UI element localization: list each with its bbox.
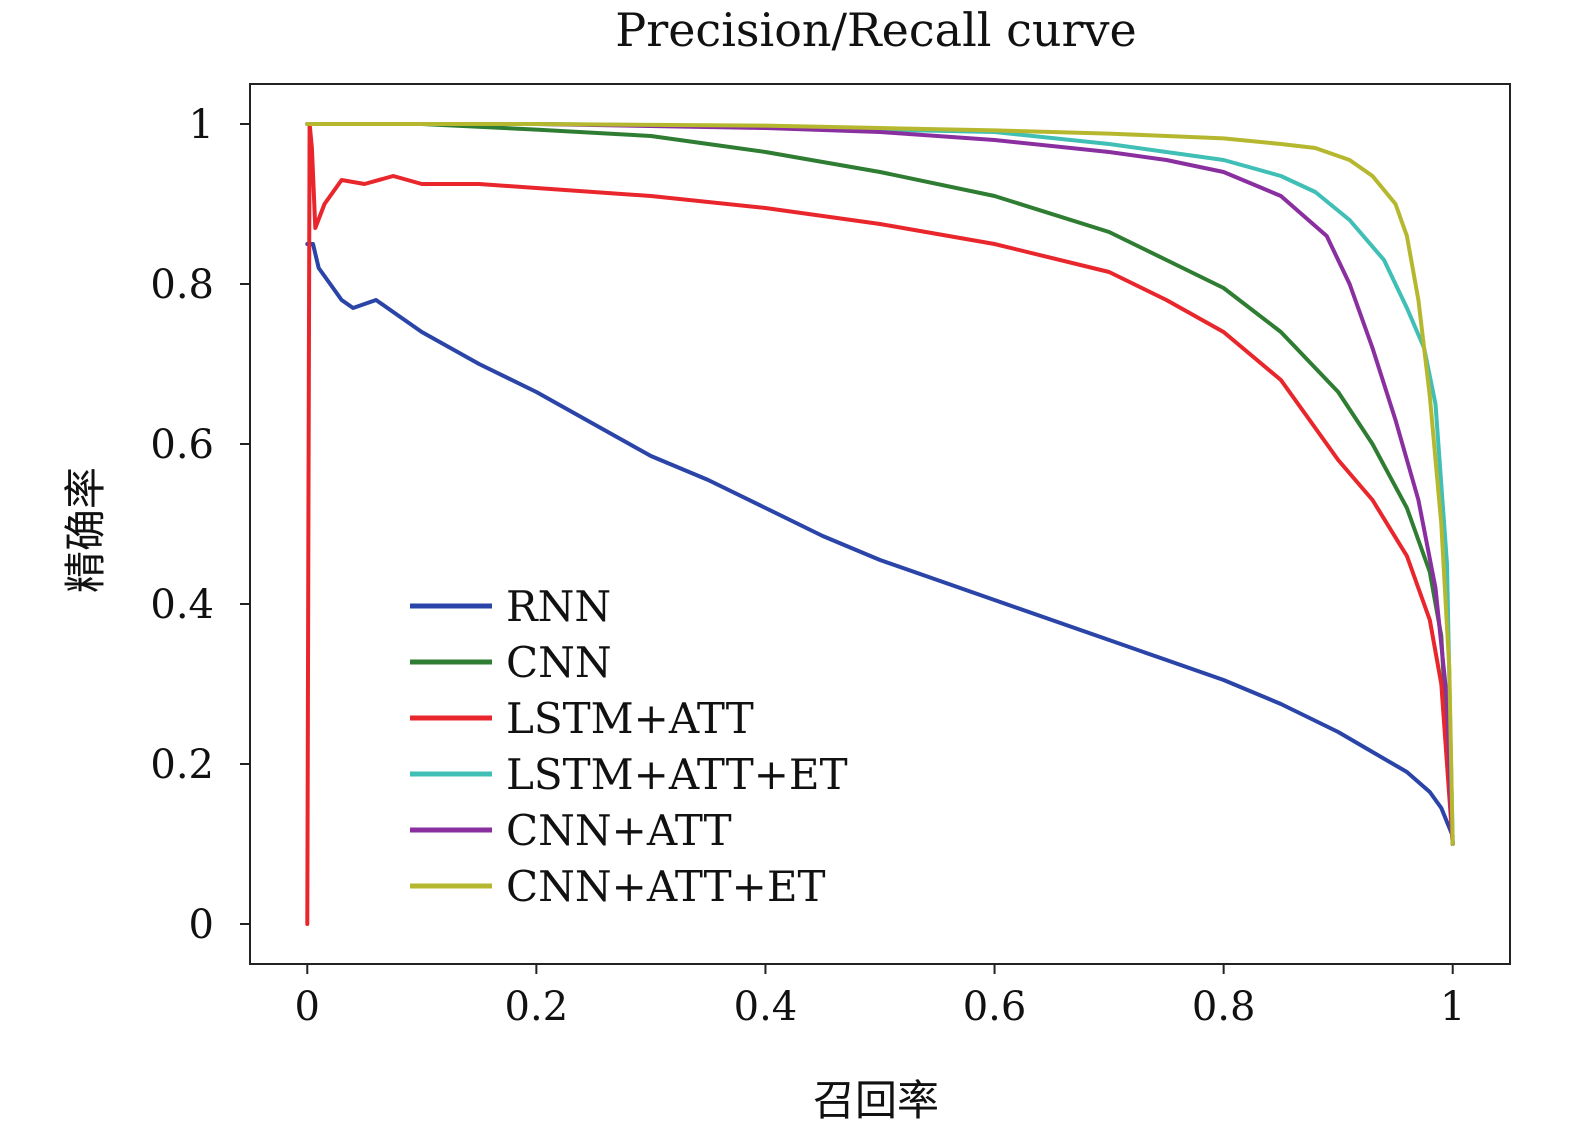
- x-axis-ticks: 0 0.2 0.4 0.6 0.8 1: [295, 964, 1465, 1030]
- legend: RNN CNN LSTM+ATT LSTM+ATT+ET CNN+ATT CNN+ATT+…: [410, 582, 848, 911]
- x-tick-label: 0.4: [734, 984, 798, 1030]
- legend-label-cnn-att-et: CNN+ATT+ET: [506, 862, 826, 911]
- legend-label-lstm-att: LSTM+ATT: [506, 694, 754, 743]
- y-tick-label: 0.2: [150, 742, 214, 788]
- series-lines: [305, 122, 1455, 926]
- series-line-cnn-att-et: [305, 122, 1455, 846]
- series-line-cnn-att: [305, 122, 1455, 846]
- x-tick-label: 0.2: [505, 984, 569, 1030]
- legend-label-lstm-att-et: LSTM+ATT+ET: [506, 750, 848, 799]
- x-tick-label: 0: [295, 984, 320, 1030]
- plot-frame: [249, 83, 1511, 965]
- y-axis-ticks: 0 0.2 0.4 0.6 0.8 1: [150, 102, 250, 948]
- x-tick-label: 0.6: [963, 984, 1027, 1030]
- y-tick-label: 0.4: [150, 582, 214, 628]
- x-axis-label: 召回率: [813, 1076, 939, 1125]
- series-line-cnn: [305, 122, 1455, 846]
- y-tick-label: 0.6: [150, 422, 214, 468]
- legend-label-rnn: RNN: [506, 582, 611, 631]
- legend-label-cnn-att: CNN+ATT: [506, 806, 732, 855]
- x-tick-label: 1: [1440, 984, 1465, 1030]
- x-tick-label: 0.8: [1192, 984, 1256, 1030]
- chart-title: Precision/Recall curve: [615, 3, 1136, 57]
- series-line-lstm-att: [305, 122, 1455, 926]
- y-tick-label: 0: [189, 902, 214, 948]
- y-axis-label: 精确率: [61, 467, 110, 593]
- y-tick-label: 1: [189, 102, 214, 148]
- series-line-rnn: [305, 242, 1455, 838]
- legend-label-cnn: CNN: [506, 638, 612, 687]
- y-tick-label: 0.8: [150, 262, 214, 308]
